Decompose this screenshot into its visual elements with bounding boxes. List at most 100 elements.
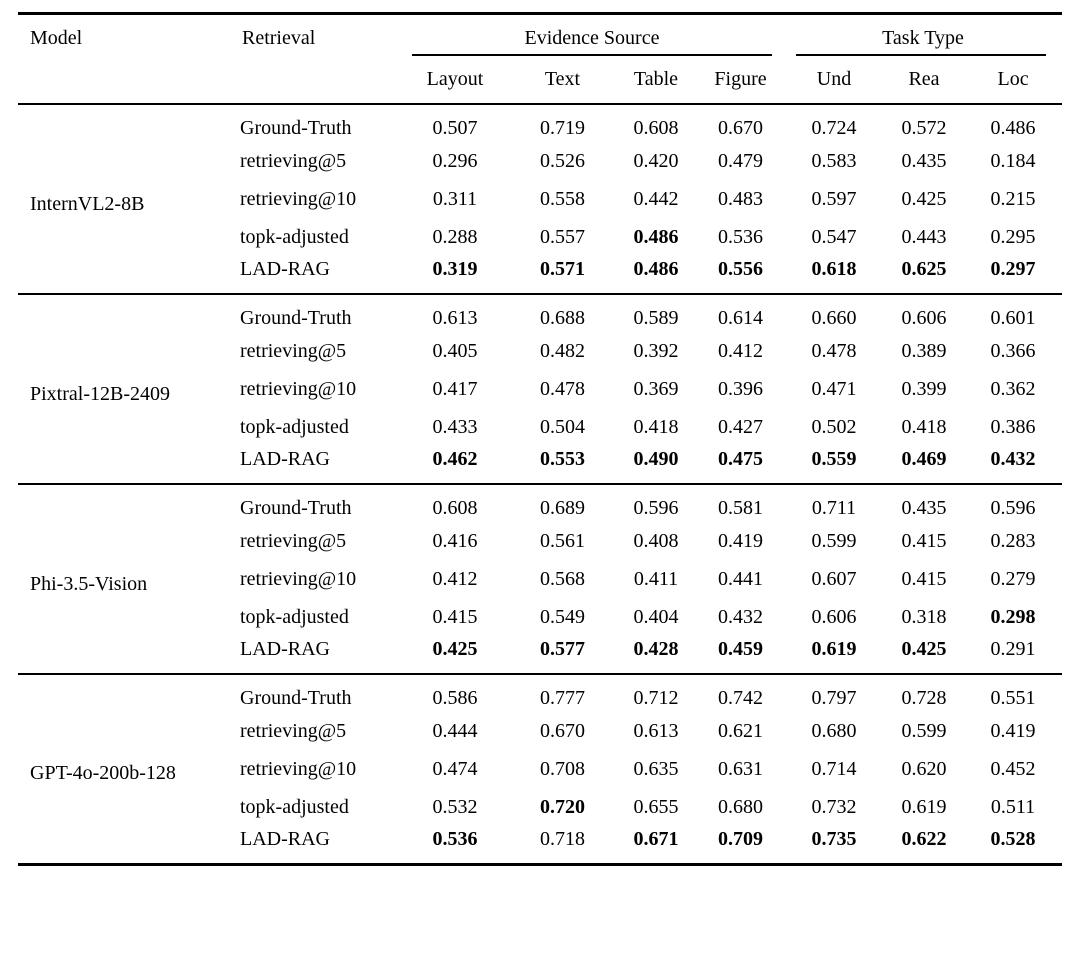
metric-value: 0.452 [990, 757, 1036, 780]
metric-value: 0.581 [718, 497, 763, 519]
metric-value: 0.606 [901, 307, 947, 329]
metric-value: 0.614 [718, 307, 763, 329]
metric-value: 0.504 [540, 415, 585, 438]
metric-value: 0.366 [990, 339, 1036, 362]
metric-value: 0.215 [990, 187, 1036, 210]
metric-value: 0.416 [432, 529, 478, 552]
metric-value: 0.444 [432, 719, 478, 742]
metric-value: 0.291 [990, 638, 1036, 660]
metric-value: 0.469 [901, 448, 947, 470]
metric-value: 0.283 [990, 529, 1036, 552]
metric-value: 0.608 [432, 497, 478, 519]
metric-value: 0.478 [811, 339, 857, 362]
metric-value: 0.599 [811, 529, 857, 552]
metric-value: 0.475 [718, 448, 763, 470]
metric-value: 0.660 [811, 307, 857, 329]
metric-value: 0.362 [990, 377, 1036, 400]
metric-value: 0.724 [811, 117, 857, 139]
metric-value: 0.392 [633, 339, 679, 362]
metric-value: 0.619 [901, 795, 947, 818]
metric-value: 0.728 [901, 687, 947, 709]
results-table: Model Retrieval Evidence Source Task Typ… [18, 12, 1063, 866]
col-header-retrieval: Retrieval [242, 27, 316, 49]
metric-value: 0.486 [633, 258, 679, 280]
metric-value: 0.319 [432, 258, 478, 280]
metric-value: 0.558 [540, 187, 585, 210]
table-row: retrieving@10 0.311 0.558 0.442 0.483 0.… [18, 180, 1062, 218]
model-group-gpt-4o-200b-128: GPT-4o-200b-128 Ground-Truth 0.586 0.777… [18, 674, 1063, 864]
metric-value: 0.720 [540, 795, 585, 818]
metric-value: 0.502 [811, 415, 857, 438]
metric-value: 0.297 [990, 258, 1036, 280]
metric-value: 0.427 [718, 415, 763, 438]
metric-value: 0.296 [432, 149, 478, 172]
metric-value: 0.483 [718, 187, 763, 210]
col-header-layout: Layout [426, 68, 484, 90]
metric-value: 0.622 [901, 827, 947, 850]
metric-value: 0.405 [432, 339, 478, 362]
metric-value: 0.670 [718, 117, 763, 139]
metric-value: 0.318 [901, 605, 947, 628]
metric-value: 0.556 [718, 258, 763, 280]
metric-value: 0.412 [432, 567, 478, 590]
metric-value: 0.631 [718, 757, 763, 780]
metric-value: 0.311 [432, 187, 478, 210]
metric-value: 0.547 [811, 225, 857, 248]
metric-value: 0.420 [633, 149, 679, 172]
metric-value: 0.655 [633, 795, 679, 818]
table-row: LAD-RAG 0.425 0.577 0.428 0.459 0.619 0.… [18, 636, 1062, 674]
metric-value: 0.709 [718, 827, 763, 850]
metric-value: 0.671 [633, 827, 679, 850]
table-row: LAD-RAG 0.319 0.571 0.486 0.556 0.618 0.… [18, 256, 1062, 294]
metric-value: 0.589 [633, 307, 679, 329]
metric-value: 0.732 [811, 795, 857, 818]
metric-value: 0.571 [540, 258, 585, 280]
metric-value: 0.797 [811, 687, 857, 709]
metric-value: 0.486 [633, 225, 679, 248]
table-row: retrieving@10 0.417 0.478 0.369 0.396 0.… [18, 370, 1062, 408]
table-row: topk-adjusted 0.532 0.720 0.655 0.680 0.… [18, 788, 1062, 826]
table-row: Phi-3.5-Vision Ground-Truth 0.608 0.689 … [18, 484, 1062, 595]
metric-value: 0.415 [901, 529, 947, 552]
retrieval-method: retrieving@10 [240, 377, 357, 400]
retrieval-method: Ground-Truth [240, 117, 352, 139]
table-row: topk-adjusted 0.288 0.557 0.486 0.536 0.… [18, 218, 1062, 256]
col-header-und: Und [816, 68, 852, 90]
metric-value: 0.718 [540, 827, 585, 850]
metric-value: 0.417 [432, 377, 478, 400]
retrieval-method: retrieving@10 [240, 187, 357, 210]
retrieval-method: Ground-Truth [240, 687, 352, 709]
metric-value: 0.714 [811, 757, 857, 780]
metric-value: 0.735 [811, 827, 857, 850]
model-name: Phi-3.5-Vision [30, 572, 148, 595]
metric-value: 0.441 [718, 567, 763, 590]
retrieval-method: retrieving@5 [240, 719, 347, 742]
metric-value: 0.184 [990, 149, 1036, 172]
model-group-phi-3-5-vision: Phi-3.5-Vision Ground-Truth 0.608 0.689 … [18, 484, 1063, 674]
metric-value: 0.601 [990, 307, 1036, 329]
metric-value: 0.557 [540, 225, 585, 248]
metric-value: 0.399 [901, 377, 947, 400]
metric-value: 0.298 [990, 605, 1036, 628]
model-group-pixtral-12b-2409: Pixtral-12B-2409 Ground-Truth 0.613 0.68… [18, 294, 1063, 484]
table-row: retrieving@5 0.416 0.561 0.408 0.419 0.5… [18, 522, 1062, 560]
metric-value: 0.742 [718, 687, 763, 709]
metric-value: 0.389 [901, 339, 947, 362]
metric-value: 0.433 [432, 415, 478, 438]
task-type-rule [796, 54, 1047, 56]
metric-value: 0.619 [811, 638, 857, 660]
metric-value: 0.559 [811, 448, 857, 470]
metric-value: 0.680 [718, 795, 763, 818]
metric-value: 0.719 [540, 117, 585, 139]
metric-value: 0.680 [811, 719, 857, 742]
table-row: retrieving@5 0.296 0.526 0.420 0.479 0.5… [18, 142, 1062, 180]
retrieval-method: retrieving@5 [240, 529, 347, 552]
header-group-row: Model Retrieval Evidence Source Task Typ… [18, 14, 1062, 55]
metric-value: 0.288 [432, 225, 478, 248]
col-header-text: Text [544, 68, 581, 90]
metric-value: 0.404 [633, 605, 679, 628]
col-header-loc: Loc [997, 68, 1029, 90]
table-row: topk-adjusted 0.415 0.549 0.404 0.432 0.… [18, 598, 1062, 636]
col-header-figure: Figure [714, 68, 767, 90]
metric-value: 0.708 [540, 757, 585, 780]
